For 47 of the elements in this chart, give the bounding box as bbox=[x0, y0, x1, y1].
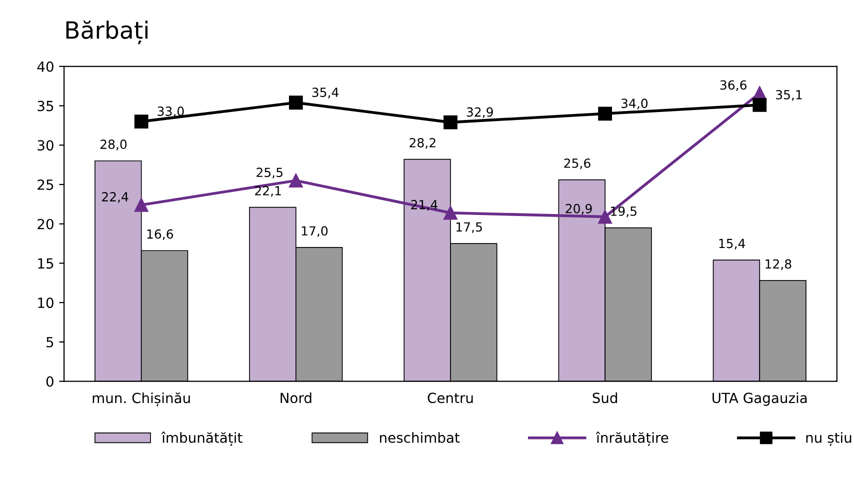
y-tick-label: 5 bbox=[46, 337, 54, 348]
point bbox=[288, 174, 303, 188]
data-label: 33,0 bbox=[158, 106, 184, 118]
y-tick-label: 40 bbox=[37, 61, 54, 72]
data-label: 22,1 bbox=[255, 186, 281, 197]
data-label: 36,6 bbox=[720, 80, 746, 91]
data-label: 19,5 bbox=[611, 206, 636, 218]
y-tick-label: 15 bbox=[38, 258, 54, 269]
data-label: 22,4 bbox=[102, 192, 128, 203]
point bbox=[444, 206, 458, 220]
point bbox=[134, 114, 148, 128]
data-label: 35,4 bbox=[312, 88, 338, 98]
data-label: 28,0 bbox=[100, 140, 127, 150]
y-tick-label: 20 bbox=[38, 218, 54, 230]
data-label: 16,6 bbox=[147, 229, 174, 240]
data-label: 32,9 bbox=[466, 107, 493, 118]
data-label: 25,5 bbox=[256, 168, 282, 178]
data-label: 25,6 bbox=[564, 158, 590, 170]
x-tick-label: mun. Chișinău bbox=[92, 392, 190, 406]
x-tick-label: Sud bbox=[592, 392, 618, 404]
data-label: 28,2 bbox=[410, 138, 436, 149]
legend-label: îmbunătățit bbox=[161, 432, 242, 446]
data-label: 15,4 bbox=[719, 238, 746, 250]
point bbox=[444, 115, 458, 130]
y-tick-label: 0 bbox=[46, 376, 54, 387]
data-label: 12,8 bbox=[766, 259, 792, 270]
point bbox=[288, 96, 303, 110]
data-label: 17,0 bbox=[302, 226, 328, 237]
x-tick-label: Nord bbox=[280, 392, 312, 404]
legend-label: înrăutățire bbox=[596, 432, 668, 446]
legend-label: neschimbat bbox=[380, 432, 460, 443]
y-tick-label: 25 bbox=[38, 179, 54, 190]
point bbox=[598, 106, 612, 121]
data-label: 20,9 bbox=[566, 204, 592, 215]
point bbox=[134, 198, 148, 212]
y-tick-label: 30 bbox=[38, 140, 54, 151]
x-tick-label: Centru bbox=[428, 392, 473, 404]
point bbox=[598, 210, 612, 224]
chart-title: Bărbați bbox=[66, 20, 148, 44]
data-label: 34,0 bbox=[621, 98, 648, 110]
y-tick-label: 10 bbox=[38, 298, 54, 308]
point bbox=[752, 98, 767, 112]
data-label: 35,1 bbox=[776, 90, 802, 101]
legend-label: nu știu bbox=[806, 432, 852, 446]
data-label: 17,5 bbox=[456, 222, 482, 233]
x-tick-label: UTA Gagauzia bbox=[712, 392, 807, 406]
y-tick-label: 35 bbox=[38, 100, 54, 112]
